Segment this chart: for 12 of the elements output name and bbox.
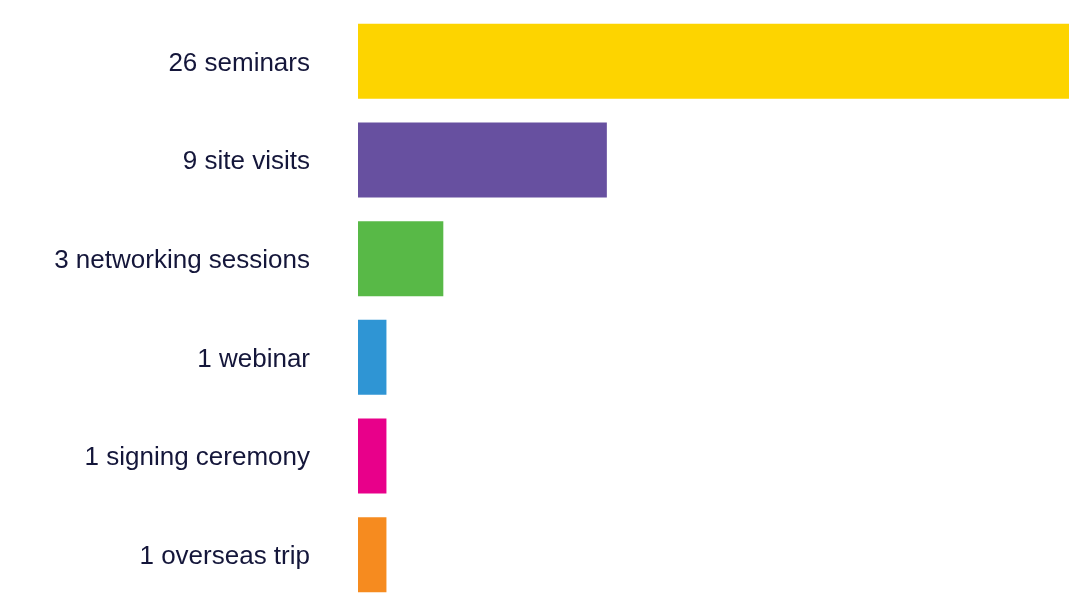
- bar: [358, 319, 387, 395]
- y-tick-label: 3 networking sessions: [54, 243, 310, 274]
- y-tick-label: 1 webinar: [197, 342, 311, 373]
- y-tick-label: 1 signing ceremony: [84, 441, 310, 472]
- y-tick-label: 1 overseas trip: [139, 539, 310, 570]
- bar: [358, 221, 444, 297]
- bar: [358, 23, 1069, 99]
- y-tick-label: 9 site visits: [182, 145, 310, 176]
- bar: [358, 122, 607, 198]
- bar: [358, 418, 387, 494]
- y-tick-label: 26 seminars: [168, 46, 310, 77]
- bar: [358, 517, 387, 593]
